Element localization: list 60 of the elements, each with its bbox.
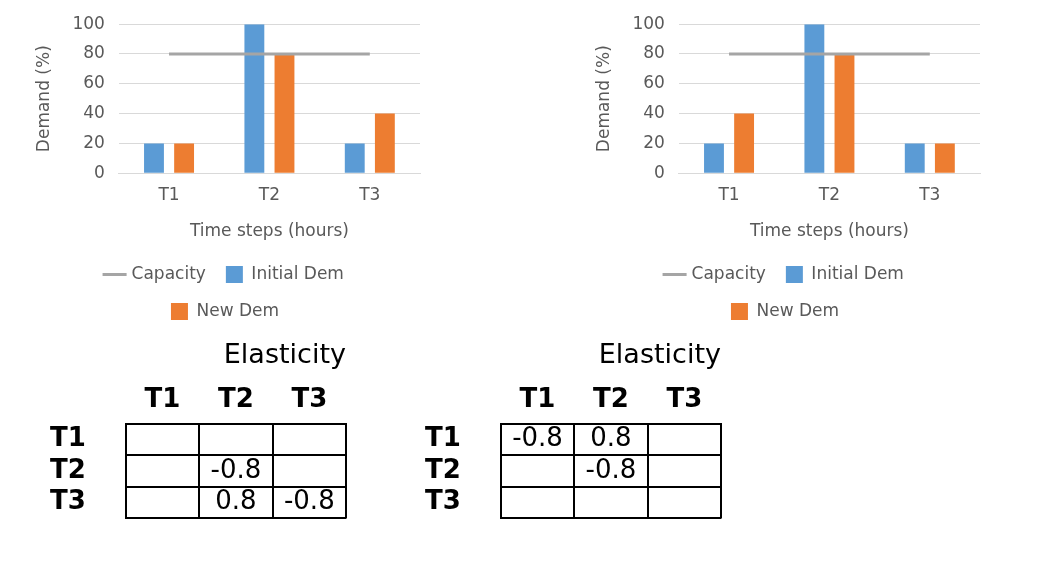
chart-title: Elasticity bbox=[598, 338, 722, 370]
y-tick-label: 100 bbox=[632, 12, 665, 33]
y-tick-label: 100 bbox=[72, 12, 105, 33]
bar bbox=[344, 143, 365, 173]
bar bbox=[804, 24, 825, 173]
bar bbox=[704, 143, 724, 173]
data-label: 0.8 bbox=[590, 422, 632, 453]
data-label: -0.8 bbox=[512, 422, 563, 453]
x-tick-label: T2 bbox=[218, 382, 254, 413]
y-tick-label: 0 bbox=[94, 161, 105, 182]
y-tick-label: 20 bbox=[83, 131, 105, 152]
y-tick-label: 60 bbox=[643, 72, 665, 93]
bar bbox=[904, 143, 925, 173]
x-tick-label: T2 bbox=[257, 183, 281, 204]
legend-label: Initial Dem bbox=[251, 262, 344, 283]
x-axis-title: Time steps (hours) bbox=[188, 220, 349, 241]
x-tick-label: T2 bbox=[593, 382, 629, 413]
bar bbox=[734, 113, 755, 173]
y-axis-title: Demand (%) bbox=[592, 45, 613, 153]
y-tick-label: 0 bbox=[654, 161, 665, 182]
x-tick-label: T1 bbox=[519, 382, 556, 413]
y-tick-label: 80 bbox=[643, 42, 665, 63]
chart-title: Elasticity bbox=[223, 338, 347, 370]
data-label: -0.8 bbox=[585, 453, 637, 484]
x-tick-label: T1 bbox=[717, 183, 740, 204]
y-tick-label: 80 bbox=[83, 42, 105, 63]
y-axis-title: Demand (%) bbox=[32, 45, 53, 153]
bar bbox=[374, 113, 395, 173]
y-tick-label: T1 bbox=[425, 422, 461, 453]
bar bbox=[174, 143, 195, 173]
y-tick-label: T3 bbox=[425, 485, 461, 516]
x-tick-label: T3 bbox=[358, 183, 381, 204]
x-tick-label: T2 bbox=[817, 183, 841, 204]
y-tick-label: 40 bbox=[83, 102, 105, 123]
data-label: 0.8 bbox=[215, 485, 257, 516]
x-tick-label: T1 bbox=[157, 183, 180, 204]
legend-label: New Dem bbox=[756, 299, 840, 320]
y-tick-label: 60 bbox=[83, 72, 105, 93]
x-tick-label: T3 bbox=[666, 382, 703, 413]
data-label: -0.8 bbox=[283, 485, 335, 516]
y-tick-label: T2 bbox=[50, 453, 86, 484]
x-tick-label: T3 bbox=[291, 382, 328, 413]
x-axis-title: Time steps (hours) bbox=[748, 220, 909, 241]
data-label: -0.8 bbox=[210, 453, 262, 484]
y-tick-label: 40 bbox=[643, 102, 665, 123]
legend-label: Initial Dem bbox=[811, 262, 904, 283]
x-tick-label: T1 bbox=[144, 382, 181, 413]
legend-label: Capacity bbox=[691, 262, 766, 283]
legend-label: Capacity bbox=[131, 262, 206, 283]
bar bbox=[834, 54, 855, 173]
bar bbox=[144, 143, 164, 173]
legend-label: New Dem bbox=[196, 299, 280, 320]
y-tick-label: T3 bbox=[50, 485, 86, 516]
y-tick-label: T2 bbox=[425, 453, 461, 484]
bar bbox=[244, 24, 265, 173]
x-tick-label: T3 bbox=[918, 183, 941, 204]
y-tick-label: T1 bbox=[50, 422, 86, 453]
y-tick-label: 20 bbox=[643, 131, 665, 152]
bar bbox=[274, 54, 295, 173]
bar bbox=[934, 143, 955, 173]
